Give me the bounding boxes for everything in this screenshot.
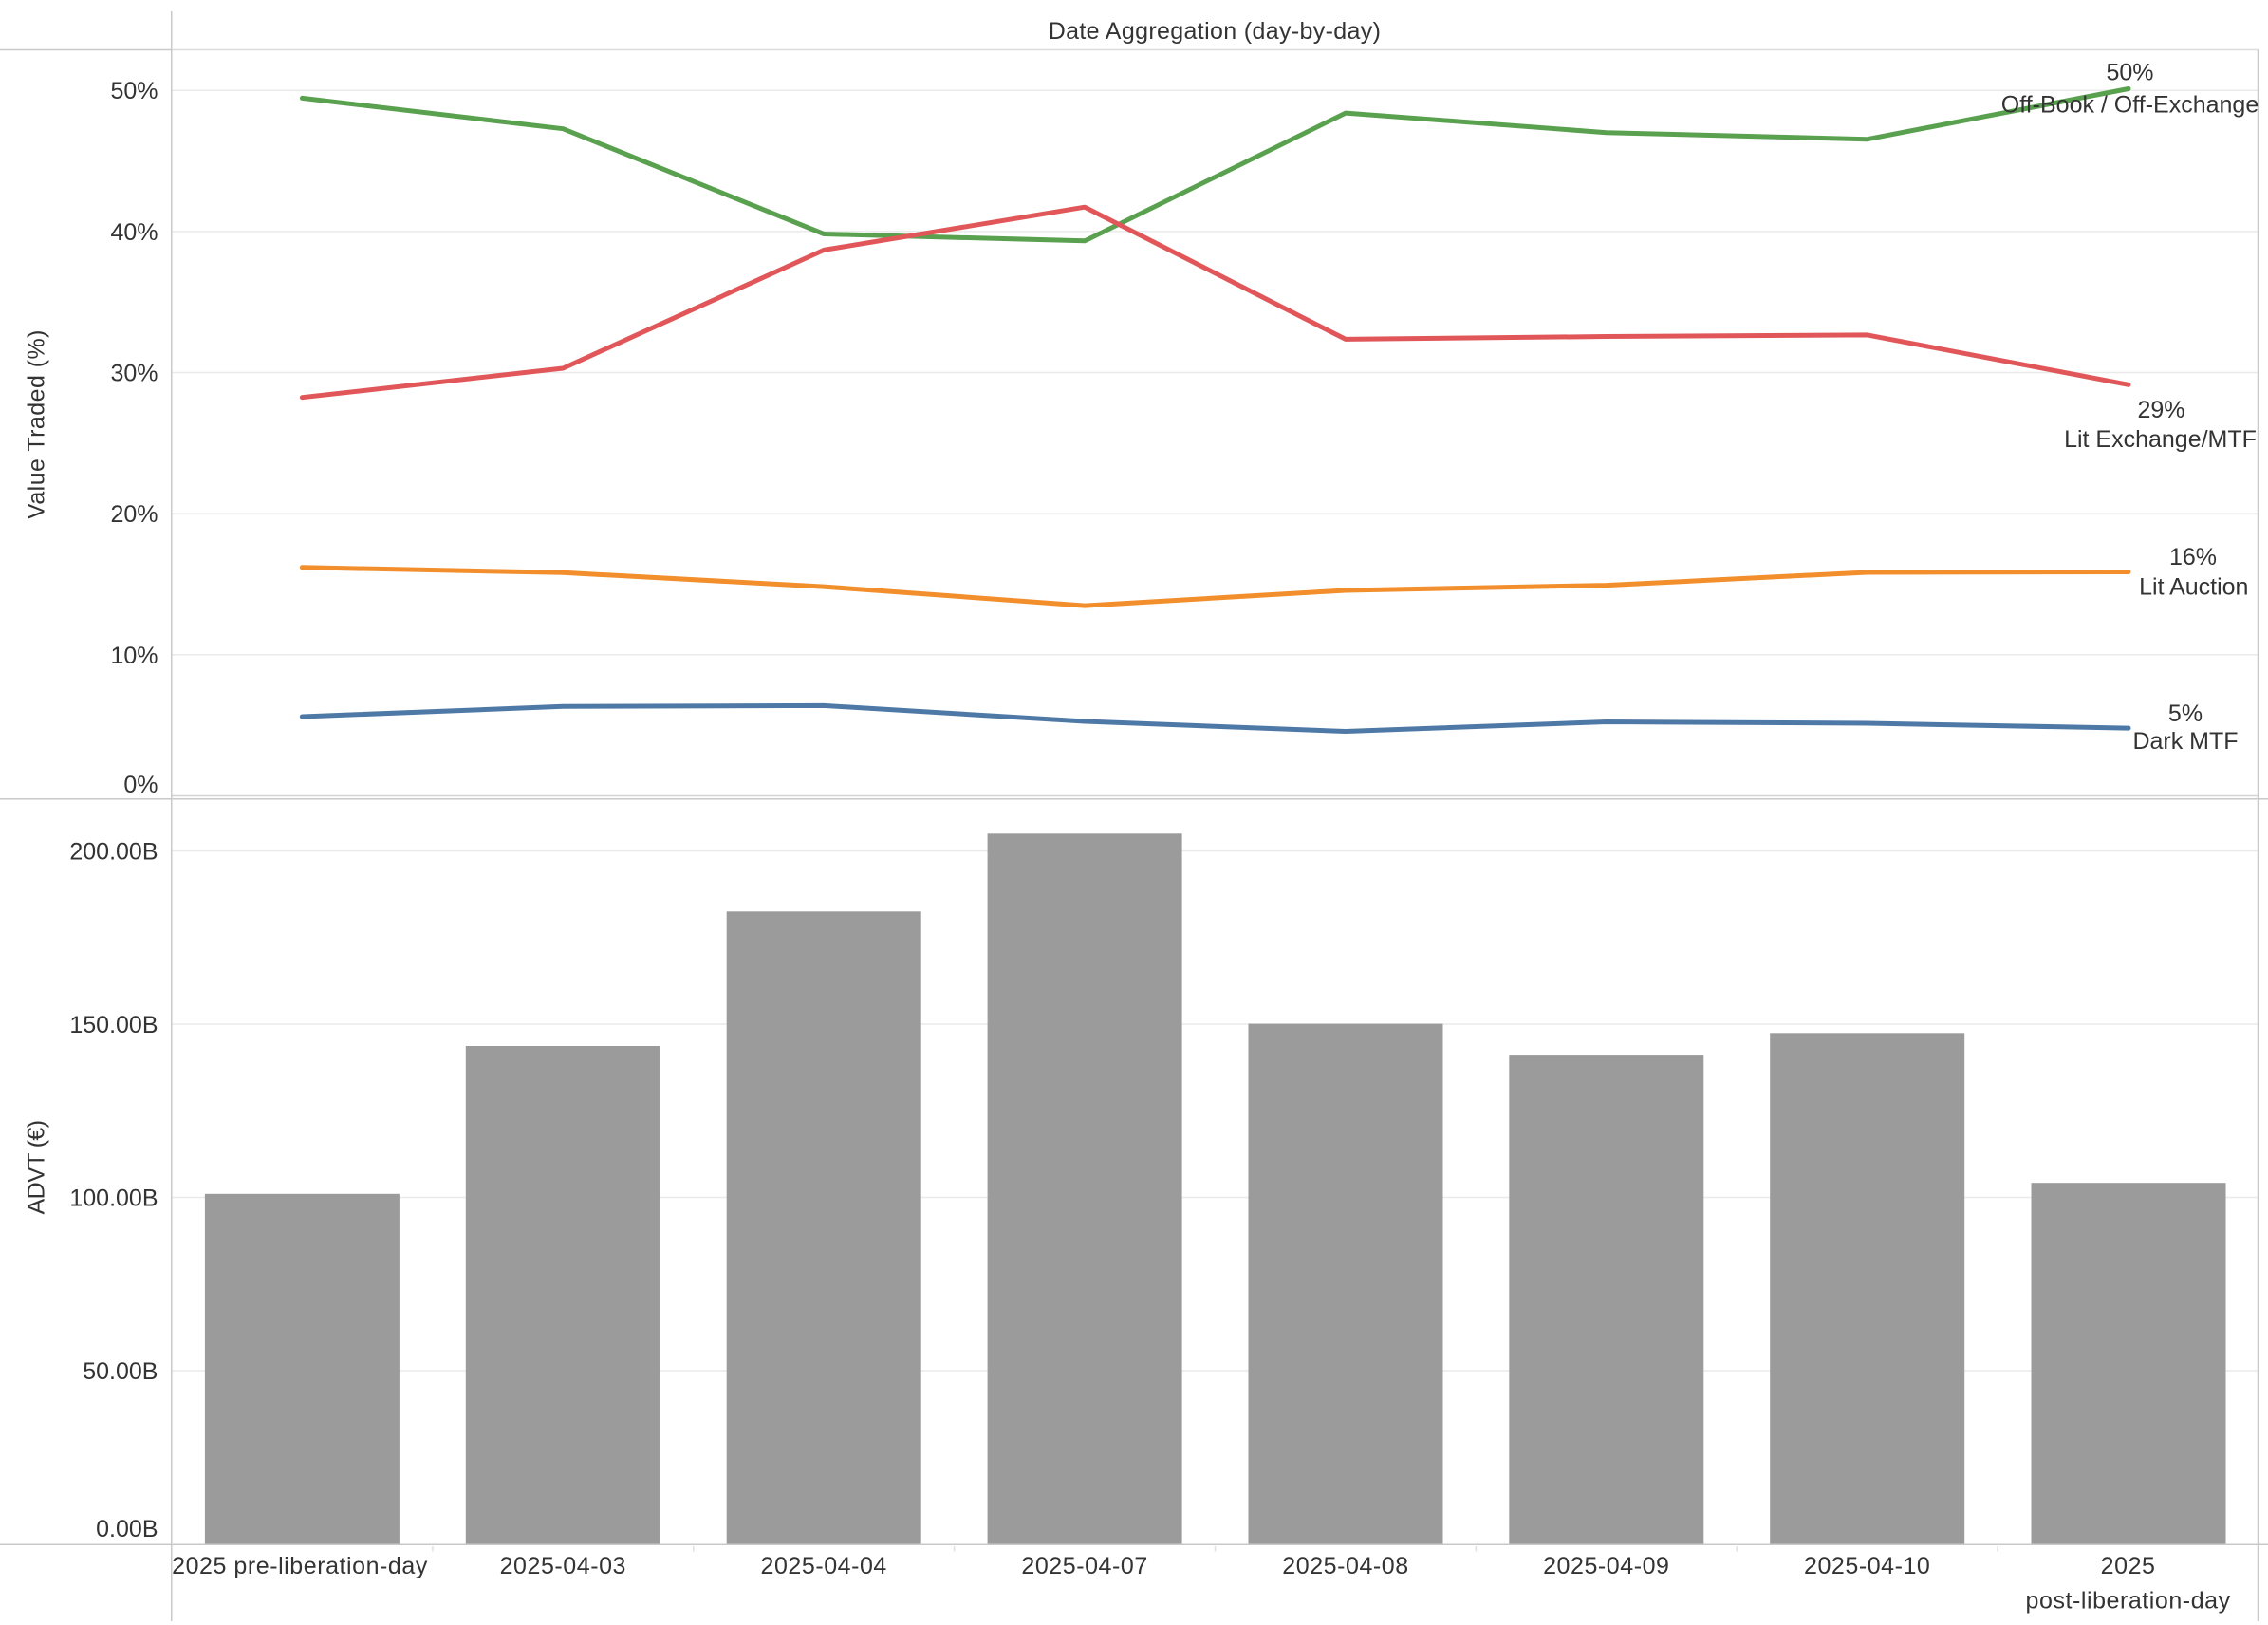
svg-text:0.00B: 0.00B (96, 1516, 158, 1542)
svg-text:2025-04-03: 2025-04-03 (500, 1553, 626, 1579)
svg-text:50.00B: 50.00B (83, 1358, 158, 1385)
svg-text:30%: 30% (110, 361, 158, 387)
svg-text:100.00B: 100.00B (69, 1186, 158, 1212)
svg-text:200.00B: 200.00B (69, 839, 158, 866)
svg-text:150.00B: 150.00B (69, 1012, 158, 1038)
svg-text:2025-04-08: 2025-04-08 (1282, 1553, 1408, 1579)
svg-text:post-liberation-day: post-liberation-day (2026, 1588, 2231, 1615)
svg-text:ADVT (€): ADVT (€) (24, 1121, 50, 1215)
svg-text:20%: 20% (110, 501, 158, 528)
svg-text:Lit Exchange/MTF: Lit Exchange/MTF (2064, 426, 2257, 453)
svg-text:50%: 50% (2106, 60, 2153, 86)
svg-text:0%: 0% (123, 772, 158, 798)
svg-text:Lit Auction: Lit Auction (2139, 574, 2248, 601)
svg-text:2025-04-09: 2025-04-09 (1543, 1553, 1669, 1579)
svg-text:2025-04-04: 2025-04-04 (761, 1553, 887, 1579)
svg-text:29%: 29% (2137, 397, 2184, 423)
svg-text:Dark MTF: Dark MTF (2132, 728, 2238, 755)
svg-text:16%: 16% (2169, 544, 2217, 570)
svg-text:Off-Book / Off-Exchange: Off-Book / Off-Exchange (2001, 92, 2259, 119)
svg-text:2025 pre-liberation-day: 2025 pre-liberation-day (172, 1553, 428, 1579)
svg-text:Value Traded (%): Value Traded (%) (24, 329, 50, 519)
svg-text:5%: 5% (2168, 700, 2203, 727)
svg-text:2025-04-10: 2025-04-10 (1804, 1553, 1930, 1579)
svg-text:Date Aggregation (day-by-day): Date Aggregation (day-by-day) (1049, 18, 1382, 45)
svg-text:40%: 40% (110, 219, 158, 246)
svg-text:2025: 2025 (2101, 1553, 2156, 1579)
svg-text:50%: 50% (110, 78, 158, 104)
svg-text:2025-04-07: 2025-04-07 (1021, 1553, 1147, 1579)
svg-text:10%: 10% (110, 643, 158, 669)
